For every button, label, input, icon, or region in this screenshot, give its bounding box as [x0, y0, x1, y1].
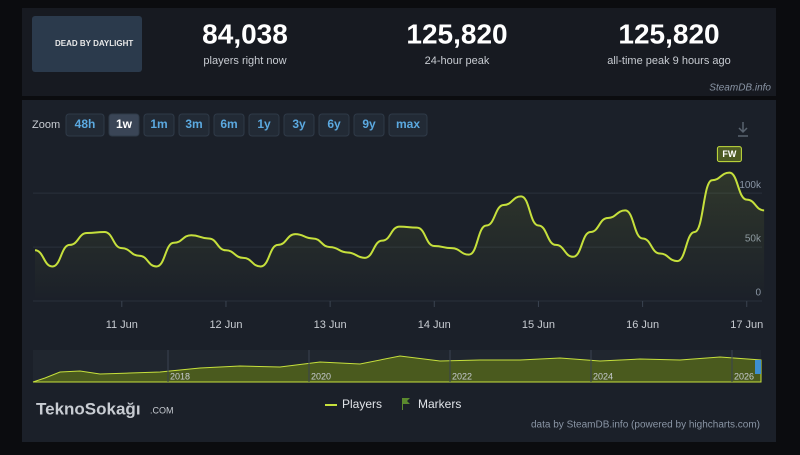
- zoom-option[interactable]: 1y: [257, 117, 271, 131]
- download-icon[interactable]: [738, 122, 748, 137]
- stat-label: 24-hour peak: [425, 55, 490, 67]
- zoom-button[interactable]: [248, 113, 280, 137]
- series-area: [35, 172, 765, 301]
- source: SteamDB.info: [709, 83, 771, 94]
- x-tick-label: 13 Jun: [314, 319, 347, 331]
- navigator-label: 2022: [452, 371, 472, 381]
- zoom-button[interactable]: [178, 113, 210, 137]
- zoom-option[interactable]: 1m: [150, 117, 167, 131]
- zoom-button[interactable]: [108, 113, 140, 137]
- navigator-handle[interactable]: [755, 360, 761, 374]
- legend-marker-symbol[interactable]: [402, 398, 410, 410]
- stat-label: players right now: [203, 55, 286, 67]
- game-logo: DEAD BY DAYLIGHT: [55, 39, 133, 48]
- zoom-button[interactable]: [213, 113, 245, 137]
- zoom-button[interactable]: [283, 113, 315, 137]
- zoom-button[interactable]: [318, 113, 350, 137]
- watermark: TeknoSokağı: [36, 399, 141, 418]
- game-image: [32, 16, 142, 72]
- x-tick-label: 12 Jun: [209, 319, 242, 331]
- stat-value: 125,820: [618, 18, 719, 49]
- x-tick-label: 11 Jun: [106, 319, 138, 331]
- stat-label: all-time peak 9 hours ago: [607, 55, 731, 67]
- series-line: [34, 171, 765, 268]
- zoom-button[interactable]: [143, 113, 175, 137]
- navigator-label: 2020: [311, 371, 331, 381]
- zoom-option[interactable]: 48h: [75, 117, 96, 131]
- watermark-suffix: .COM: [150, 405, 174, 415]
- x-tick-label: 15 Jun: [522, 319, 555, 331]
- x-tick-label: 14 Jun: [418, 319, 451, 331]
- zoom-button[interactable]: [388, 113, 428, 137]
- header-panel: [22, 8, 776, 96]
- stat-value: 84,038: [202, 18, 288, 49]
- zoom-button[interactable]: [65, 113, 105, 137]
- navigator-label: 2024: [593, 371, 613, 381]
- annotation: FW: [722, 149, 736, 159]
- navigator-label: 2018: [170, 371, 190, 381]
- zoom-option[interactable]: 6m: [220, 117, 237, 131]
- x-tick-label: 16 Jun: [626, 319, 659, 331]
- zoom-option[interactable]: 3y: [292, 117, 306, 131]
- zoom-option[interactable]: 6y: [327, 117, 341, 131]
- footer-credit: data by SteamDB.info (powered by highcha…: [531, 420, 760, 431]
- legend-label[interactable]: Players: [342, 397, 382, 411]
- zoom-option[interactable]: 3m: [185, 117, 202, 131]
- navigator-series: [32, 355, 762, 383]
- zoom-option[interactable]: 9y: [362, 117, 376, 131]
- y-tick-label: 100k: [739, 180, 762, 191]
- navigator-label: 2026: [734, 371, 754, 381]
- stat-value: 125,820: [406, 18, 507, 49]
- annotation-box[interactable]: [716, 146, 742, 163]
- legend-label[interactable]: Markers: [418, 397, 461, 411]
- x-tick-label: 17 Jun: [730, 319, 763, 331]
- zoom-button[interactable]: [353, 113, 385, 137]
- zoom-label: Zoom: [32, 119, 60, 131]
- zoom-option[interactable]: 1w: [116, 117, 133, 131]
- zoom-option[interactable]: max: [396, 117, 420, 131]
